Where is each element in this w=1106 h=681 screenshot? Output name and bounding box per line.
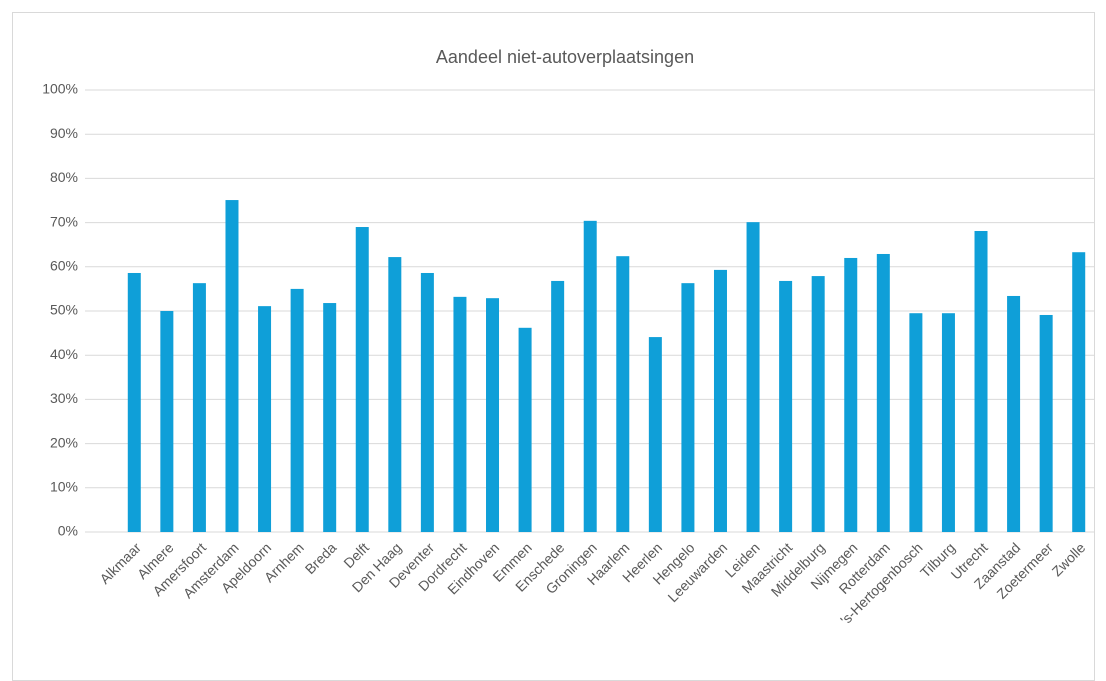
bar xyxy=(1039,314,1053,532)
bar xyxy=(746,222,760,532)
y-tick-label: 0% xyxy=(58,523,78,539)
bar xyxy=(518,327,532,532)
bar xyxy=(779,280,793,532)
chart-title: Aandeel niet-autoverplaatsingen xyxy=(436,47,694,67)
bar xyxy=(551,280,565,532)
bar xyxy=(713,269,727,532)
bar xyxy=(486,298,500,532)
y-tick-label: 40% xyxy=(50,346,78,362)
bar xyxy=(192,283,206,532)
bar xyxy=(127,272,141,532)
y-tick-label: 90% xyxy=(50,125,78,141)
bar xyxy=(323,303,337,532)
bar xyxy=(355,227,369,532)
bar xyxy=(909,313,923,532)
bar xyxy=(225,200,239,533)
bar xyxy=(420,272,434,532)
bar xyxy=(160,311,174,532)
bar xyxy=(681,283,695,532)
y-tick-label: 100% xyxy=(42,81,78,97)
bar xyxy=(388,257,402,532)
bar xyxy=(974,230,988,533)
bar xyxy=(1007,295,1021,532)
bar xyxy=(583,220,597,532)
y-tick-label: 10% xyxy=(50,479,78,495)
bar xyxy=(844,257,858,532)
y-tick-label: 30% xyxy=(50,390,78,406)
y-tick-label: 80% xyxy=(50,169,78,185)
bar xyxy=(258,306,272,532)
bar xyxy=(453,296,467,532)
y-tick-label: 20% xyxy=(50,434,78,450)
y-tick-label: 50% xyxy=(50,302,78,318)
bar xyxy=(811,276,825,532)
bar xyxy=(290,288,304,532)
bar xyxy=(1072,252,1086,533)
y-tick-label: 60% xyxy=(50,258,78,274)
bar xyxy=(648,337,662,532)
bar xyxy=(941,313,955,532)
y-tick-label: 70% xyxy=(50,213,78,229)
bar xyxy=(876,253,890,532)
bar xyxy=(616,256,630,532)
